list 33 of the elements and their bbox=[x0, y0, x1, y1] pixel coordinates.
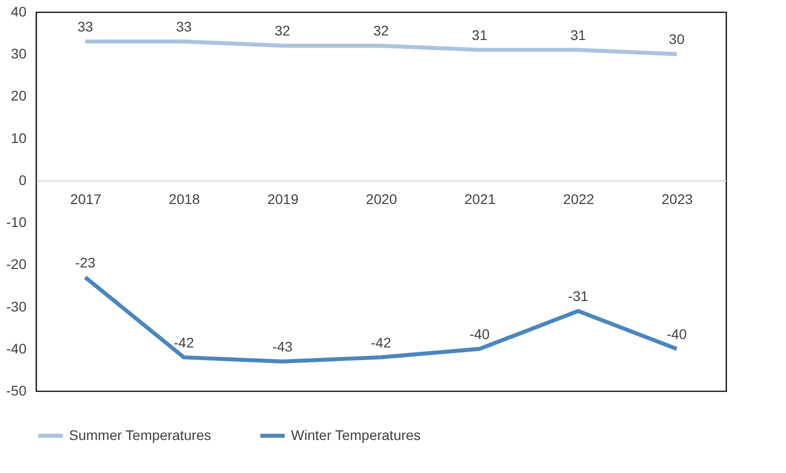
x-tick-label: 2019 bbox=[267, 190, 299, 207]
data-label: 31 bbox=[570, 26, 586, 43]
y-tick-label: -40 bbox=[6, 340, 27, 356]
x-tick-label: 2023 bbox=[662, 190, 693, 207]
y-tick-label: 10 bbox=[10, 130, 27, 146]
y-tick-label: -30 bbox=[6, 298, 27, 314]
y-tick-label: 0 bbox=[18, 172, 27, 188]
data-label: 32 bbox=[373, 22, 389, 39]
x-tick-label: 2022 bbox=[563, 190, 594, 207]
y-tick-label: -20 bbox=[6, 256, 27, 272]
x-tick-label: 2020 bbox=[366, 190, 398, 207]
data-label: -40 bbox=[469, 326, 490, 342]
legend-label: Summer Temperatures bbox=[69, 426, 212, 443]
data-label: -40 bbox=[666, 326, 688, 342]
x-tick-label: 2021 bbox=[464, 190, 496, 207]
data-label: -42 bbox=[370, 334, 392, 350]
data-label: -31 bbox=[568, 288, 588, 304]
data-label: 31 bbox=[472, 26, 488, 43]
y-tick-label: -10 bbox=[6, 214, 27, 230]
y-tick-label: 30 bbox=[10, 46, 27, 62]
data-label: -42 bbox=[174, 334, 194, 350]
x-tick-label: 2018 bbox=[168, 190, 200, 207]
data-label: 30 bbox=[668, 31, 685, 48]
data-label: 33 bbox=[176, 18, 192, 34]
x-tick-label: 2017 bbox=[70, 190, 102, 207]
y-tick-label: 40 bbox=[10, 4, 27, 20]
data-label: -43 bbox=[272, 338, 293, 355]
data-label: 32 bbox=[274, 22, 290, 39]
y-tick-label: 20 bbox=[10, 88, 27, 104]
y-tick-label: -50 bbox=[6, 382, 27, 398]
data-label: -23 bbox=[75, 254, 96, 270]
data-label: 33 bbox=[77, 18, 94, 34]
legend-label: Winter Temperatures bbox=[291, 426, 421, 443]
